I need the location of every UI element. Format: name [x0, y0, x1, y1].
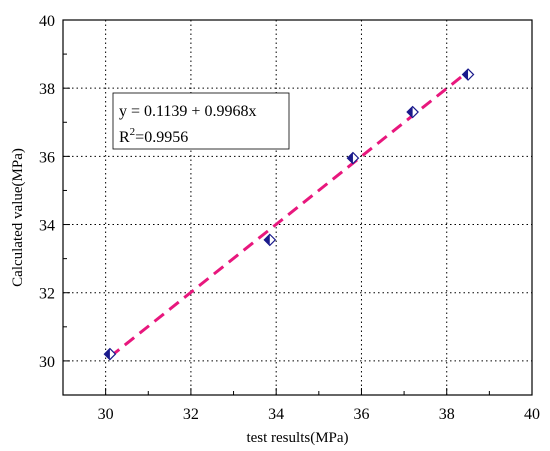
data-point-fill [347, 152, 353, 164]
y-tick-label: 30 [39, 354, 55, 371]
x-tick-label: 40 [524, 406, 540, 423]
data-point [103, 347, 117, 361]
equation-annotation: y = 0.1139 + 0.9968x R2=0.9956 [112, 92, 290, 150]
x-tick-label: 38 [439, 406, 455, 423]
fit-line-layer [108, 70, 469, 359]
x-tick-label: 36 [353, 406, 369, 423]
y-tick-label: 32 [39, 286, 55, 303]
data-points [103, 68, 475, 361]
data-point [406, 105, 419, 119]
data-point-fill [462, 69, 469, 81]
r-squared-superscript: 2 [130, 126, 136, 138]
x-axis-label: test results(MPa) [246, 430, 348, 446]
axis-ticks [62, 19, 533, 396]
annotation-box-border [112, 92, 290, 150]
y-tick-labels: 30 32 34 36 38 40 [39, 13, 55, 371]
y-tick-label: 38 [39, 81, 55, 98]
x-tick-label: 32 [183, 406, 199, 423]
y-tick-label: 34 [39, 218, 55, 235]
fit-equation-text: y = 0.1139 + 0.9968x [119, 103, 256, 120]
data-point-fill [264, 234, 270, 246]
r-squared-value: =0.9956 [135, 129, 188, 146]
data-point [346, 151, 360, 165]
plot-area-frame [62, 19, 533, 396]
r-squared-text: R2=0.9956 [119, 126, 188, 146]
data-point-fill [104, 348, 110, 360]
x-tick-label: 30 [98, 406, 114, 423]
grid [63, 20, 532, 395]
data-point-fill [407, 106, 413, 118]
data-point [263, 233, 277, 247]
x-tick-labels: 30 32 34 36 38 40 [98, 406, 540, 423]
y-tick-label: 36 [39, 149, 55, 166]
y-tick-label: 40 [39, 13, 55, 30]
y-axis-label: Calculated value(MPa) [10, 148, 26, 287]
fit-line [108, 70, 469, 359]
x-tick-label: 34 [268, 406, 284, 423]
r-squared-prefix: R [119, 129, 130, 146]
data-point [461, 68, 475, 81]
